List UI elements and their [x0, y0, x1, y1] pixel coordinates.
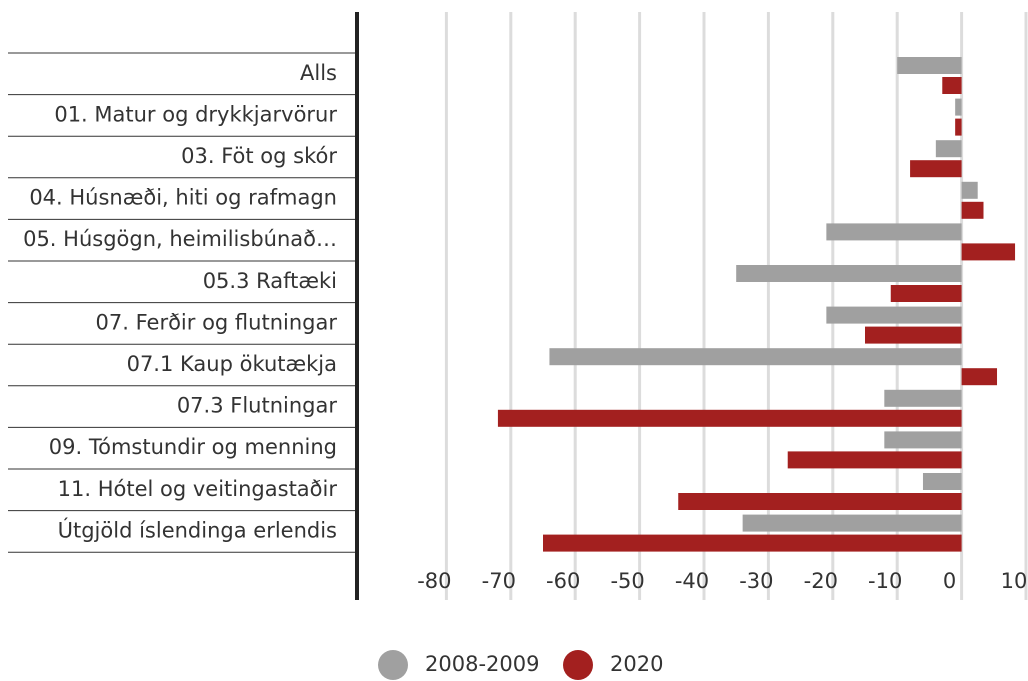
x-tick-label: -70 — [482, 569, 516, 593]
category-label: 07. Ferðir og flutningar — [96, 310, 338, 334]
bar — [742, 514, 962, 532]
legend-label: 2008-2009 — [425, 652, 539, 676]
bar — [736, 265, 962, 282]
bar — [865, 326, 962, 344]
bar — [955, 118, 962, 136]
bar — [787, 451, 962, 469]
x-tick-label: -80 — [417, 569, 451, 593]
legend-swatch — [563, 650, 593, 680]
x-tick-label: -60 — [546, 569, 580, 593]
x-tick-label: -20 — [804, 569, 838, 593]
bar — [897, 57, 962, 74]
x-tick-label: -10 — [868, 569, 902, 593]
category-label: 01. Matur og drykkjarvörur — [54, 102, 337, 126]
x-tick-label: -50 — [610, 569, 644, 593]
bar — [884, 389, 962, 407]
legend-swatch — [378, 650, 408, 680]
category-label: 05.3 Raftæki — [203, 269, 337, 293]
bar — [935, 140, 962, 158]
bar — [961, 243, 1016, 261]
category-label: 05. Húsgögn, heimilisbúnað… — [23, 227, 337, 251]
category-label: 07.1 Kaup ökutækja — [127, 352, 337, 376]
category-label: 07.3 Flutningar — [177, 394, 338, 418]
bar — [910, 160, 962, 178]
x-tick-label: -40 — [675, 569, 709, 593]
category-label: Útgjöld íslendinga erlendis — [58, 517, 337, 542]
bar — [549, 348, 962, 366]
bar — [678, 493, 962, 510]
bar — [497, 409, 962, 427]
bar — [961, 181, 978, 199]
category-label: Alls — [300, 61, 337, 85]
category-label: 09. Tómstundir og menning — [49, 435, 337, 459]
category-label: 04. Húsnæði, hiti og rafmagn — [29, 186, 337, 210]
bar — [543, 534, 962, 552]
category-label: 11. Hótel og veitingastaðir — [58, 477, 338, 501]
x-tick-label: 0 — [943, 569, 956, 593]
x-tick-label: 10 — [1001, 569, 1028, 593]
bar — [961, 201, 984, 219]
bar — [955, 98, 962, 116]
bar — [922, 473, 962, 490]
bar — [826, 223, 962, 241]
bar — [942, 77, 962, 94]
bar — [890, 285, 962, 302]
bar — [884, 431, 962, 449]
category-label: 03. Föt og skór — [181, 144, 337, 168]
bar — [961, 368, 998, 386]
legend-label: 2020 — [610, 652, 663, 676]
bar — [826, 306, 962, 324]
x-tick-label: -30 — [739, 569, 773, 593]
